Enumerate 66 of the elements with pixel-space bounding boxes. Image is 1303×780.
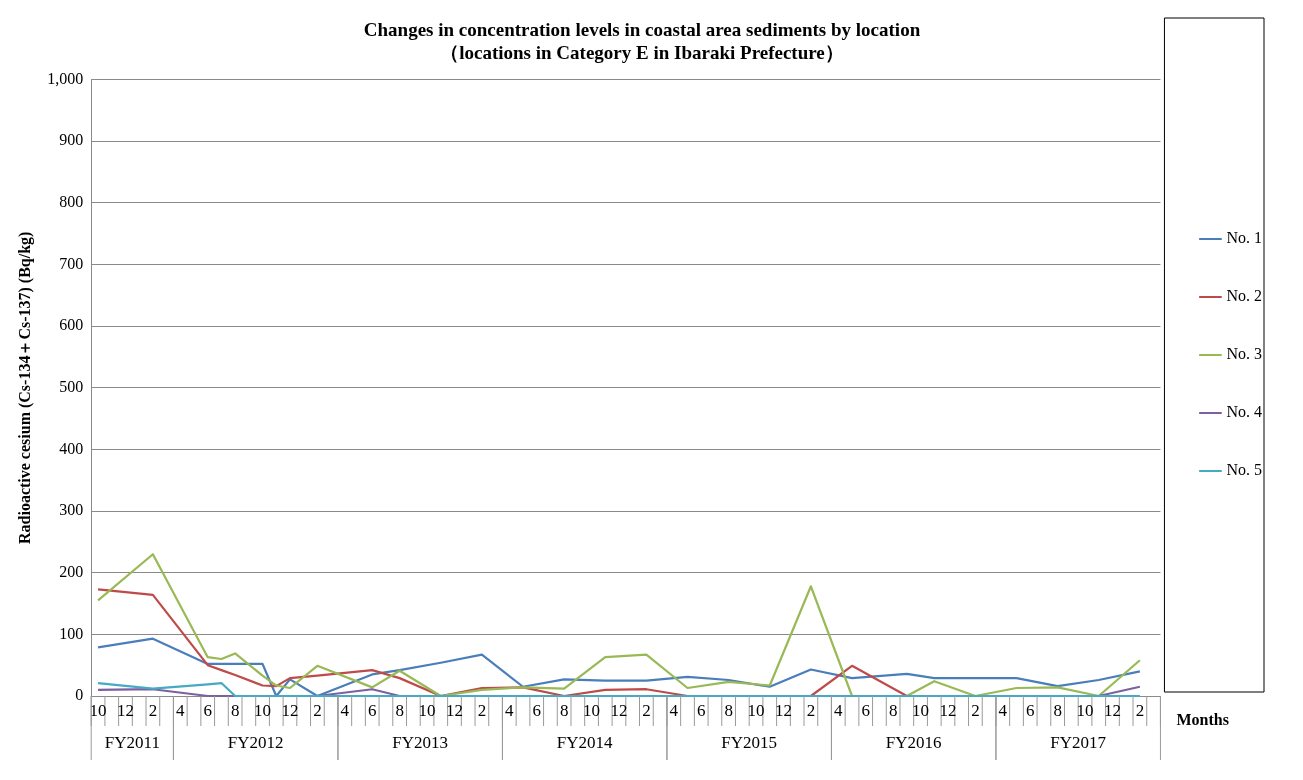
x-tick-label: 4 — [340, 701, 350, 721]
x-tick-label: 2 — [971, 701, 980, 721]
y-tick-label: 600 — [59, 316, 84, 334]
x-tick-label: 8 — [230, 701, 240, 721]
x-tick-label: 12 — [939, 701, 957, 721]
x-tick-label: 2 — [642, 701, 651, 721]
x-tick-label: 2 — [313, 701, 322, 721]
x-tick-label: 8 — [559, 701, 569, 721]
x-tick-label: 10 — [418, 701, 436, 721]
x-tick-label: 6 — [532, 701, 541, 721]
y-tick-label: 100 — [59, 624, 84, 642]
x-tick-label: 6 — [367, 701, 377, 721]
chart-subtitle: （locations in Category E in Ibaraki Prefecture） — [440, 42, 844, 64]
x-axis-title: Months — [1176, 711, 1229, 729]
x-tick-label: 10 — [254, 701, 272, 721]
y-tick-label: 800 — [59, 193, 84, 211]
x-tick-label: 2 — [806, 701, 816, 721]
x-tick-label: 6 — [1025, 701, 1035, 721]
x-tick-label: 10 — [583, 701, 601, 721]
y-tick-label: 500 — [59, 378, 84, 395]
x-tick-label: 12 — [281, 701, 299, 721]
x-tick-label: 4 — [669, 701, 679, 721]
x-tick-label: 6 — [203, 701, 212, 721]
y-axis-title: Radioactive cesium (Cs-134＋Cs-137) (Bq/kg) — [15, 231, 34, 545]
x-tick-label: 12 — [1103, 701, 1121, 721]
x-tick-label: 8 — [1053, 701, 1062, 721]
x-tick-label: 12 — [445, 701, 463, 721]
x-tick-label: 12 — [610, 701, 628, 721]
legend-label: No. 3 — [1226, 345, 1263, 363]
x-tick-label: 6 — [861, 701, 870, 721]
x-tick-label: 8 — [724, 701, 733, 721]
y-tick-label: 700 — [59, 254, 84, 272]
x-tick-label: 4 — [834, 701, 844, 721]
y-tick-label: 0 — [75, 686, 84, 704]
text: FY2017 — [1050, 733, 1107, 753]
x-tick-label: 10 — [912, 701, 930, 721]
x-tick-label: 2 — [477, 701, 487, 721]
x-tick-label: 4 — [505, 701, 515, 721]
y-tick-label: 300 — [59, 501, 84, 519]
x-tick-label: 10 — [747, 701, 765, 721]
x-tick-label: 10 — [1076, 701, 1094, 721]
y-tick-label: 900 — [59, 131, 84, 149]
legend-label: No. 2 — [1226, 287, 1263, 305]
legend-label: No. 1 — [1226, 229, 1263, 247]
x-tick-label: 8 — [395, 701, 404, 721]
y-tick-label: 400 — [59, 439, 84, 457]
x-tick-label: 2 — [148, 701, 158, 721]
x-tick-label: 6 — [696, 701, 706, 721]
chart-title: Changes in concentration levels in coastal area sediments by location — [363, 19, 921, 41]
x-tick-label: 10 — [89, 701, 107, 721]
text: FY2011 — [104, 733, 160, 753]
x-tick-label: 4 — [998, 701, 1008, 721]
y-tick-label: 1,000 — [47, 69, 84, 87]
y-tick-label: 200 — [59, 562, 84, 580]
text: FY2012 — [227, 733, 284, 753]
x-tick-label: 12 — [774, 701, 792, 721]
legend-label: No. 5 — [1226, 461, 1263, 479]
legend-label: No. 4 — [1226, 403, 1263, 421]
x-tick-label: 8 — [888, 701, 898, 721]
x-tick-label: 2 — [1135, 701, 1145, 721]
text: FY2014 — [556, 733, 614, 753]
text: FY2013 — [392, 733, 449, 753]
text: FY2015 — [721, 733, 778, 753]
x-tick-label: 12 — [116, 701, 134, 721]
text: FY2016 — [885, 733, 942, 753]
x-tick-label: 4 — [176, 701, 186, 721]
